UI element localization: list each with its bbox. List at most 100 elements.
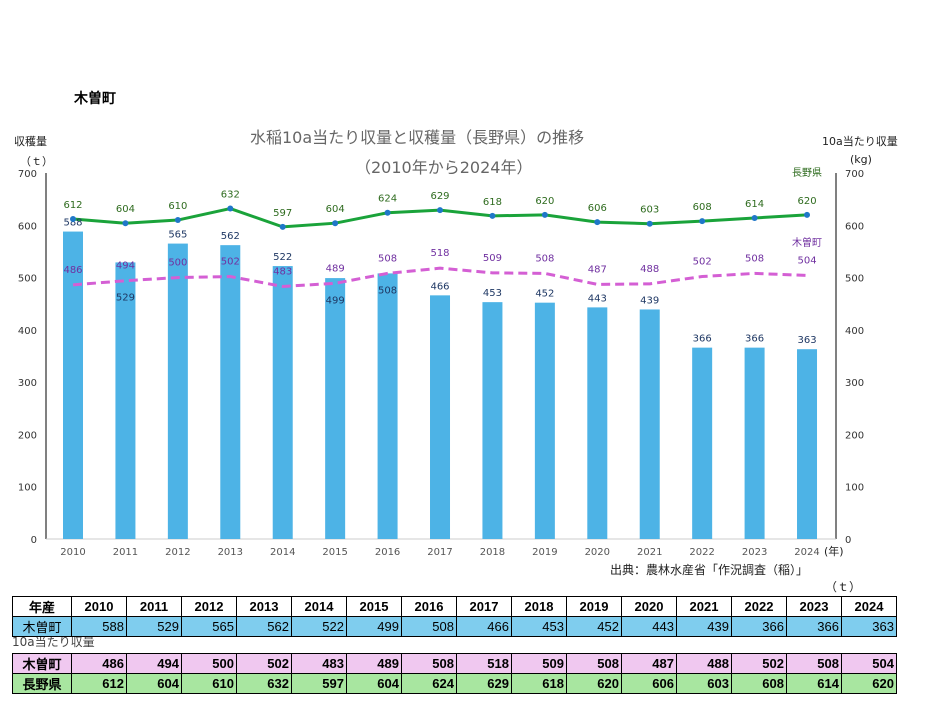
nagano-yield-point	[332, 220, 339, 227]
nagano-yield-label: 620	[797, 196, 816, 207]
kiso-yield-cell: 502	[731, 653, 787, 674]
bar-data-label: 499	[326, 295, 345, 306]
nagano-yield-label: 618	[483, 197, 502, 208]
harvest-cell: 565	[181, 616, 237, 637]
year-header-cell: 2014	[291, 596, 347, 617]
bar-data-label: 452	[535, 289, 554, 300]
town-name: 木曽町	[74, 91, 116, 107]
harvest-cell: 466	[456, 616, 512, 637]
nagano-yield-label: 603	[640, 205, 659, 216]
left-axis-unit: （ｔ）	[20, 155, 53, 168]
right-tick-label: 300	[845, 378, 864, 389]
year-header-cell: 2012	[181, 596, 237, 617]
right-axis-unit: (kg)	[850, 153, 872, 166]
nagano-yield-cell: 603	[676, 673, 732, 694]
bar-data-label: 466	[430, 281, 449, 292]
nagano-yield-point	[594, 219, 601, 226]
x-tick-label: 2011	[113, 547, 138, 558]
x-tick-label: 2020	[585, 547, 610, 558]
x-tick-label: 2013	[218, 547, 243, 558]
harvest-cell: 366	[731, 616, 787, 637]
right-tick-label: 600	[845, 221, 864, 232]
kiso-yield-cell: 508	[401, 653, 457, 674]
harvest-cell: 529	[126, 616, 182, 637]
kiso-yield-label: 494	[116, 261, 135, 272]
year-header-cell: 2021	[676, 596, 732, 617]
yield-table: 木曽町 486 494 500 502 483 489 508 518 509 508 487 488 5…	[12, 653, 897, 694]
nagano-yield-point	[384, 209, 391, 216]
bar-kiso-harvest	[587, 307, 608, 539]
bar-data-label: 562	[221, 231, 240, 242]
bar-kiso-harvest	[482, 302, 503, 539]
nagano-yield-label: 606	[588, 203, 607, 214]
nagano-yield-point	[646, 220, 653, 227]
x-tick-label: 2010	[60, 547, 85, 558]
nagano-yield-label: 604	[326, 204, 345, 215]
left-tick-label: 400	[18, 326, 37, 337]
kiso-yield-cell: 509	[511, 653, 567, 674]
bar-data-label: 588	[63, 218, 82, 229]
bar-kiso-harvest	[325, 278, 346, 539]
year-header-cell: 2018	[511, 596, 567, 617]
nagano-yield-label: 624	[378, 194, 397, 205]
kiso-yield-cell: 494	[126, 653, 182, 674]
year-header-cell: 2023	[786, 596, 842, 617]
nagano-yield-point	[279, 223, 286, 230]
nagano-yield-point	[174, 217, 181, 224]
bar-kiso-harvest	[167, 243, 188, 540]
bar-kiso-harvest	[272, 266, 293, 539]
kiso-yield-label: 489	[326, 263, 345, 274]
kiso-yield-label: 518	[430, 248, 449, 259]
nagano-yield-label: 620	[535, 196, 554, 207]
x-tick-label: 2021	[637, 547, 662, 558]
kiso-yield-label: 487	[588, 264, 607, 275]
bar-kiso-harvest	[63, 231, 83, 539]
kiso-yield-label: 508	[745, 253, 764, 264]
nagano-yield-cell: 614	[786, 673, 842, 694]
year-header-cell: 2010	[71, 596, 127, 617]
bar-kiso-harvest	[377, 273, 398, 539]
line-kiso-yield	[72, 266, 808, 288]
year-header-cell: 2015	[346, 596, 402, 617]
nagano-yield-label: 610	[168, 201, 187, 212]
legend-kiso: 木曽町	[792, 236, 822, 249]
table-unit: （ｔ）	[825, 580, 862, 594]
x-tick-label: 2016	[375, 547, 400, 558]
x-tick-label: 2022	[689, 547, 714, 558]
year-header-cell: 2013	[236, 596, 292, 617]
bar-kiso-harvest	[220, 245, 241, 539]
nagano-yield-label: 629	[430, 191, 449, 202]
kiso-yield-cell: 502	[236, 653, 292, 674]
nagano-yield-point	[489, 212, 496, 219]
x-tick-label: 2017	[427, 547, 452, 558]
year-header-cell: 2019	[566, 596, 622, 617]
year-header-cell: 2024	[841, 596, 897, 617]
yield-caption: 10a当たり収量	[12, 635, 95, 649]
right-tick-label: 100	[845, 483, 864, 494]
yield-row-label-nagano: 長野県	[12, 673, 72, 694]
nagano-yield-point	[699, 218, 706, 225]
right-tick-label: 400	[845, 326, 864, 337]
bar-data-label: 363	[797, 335, 816, 346]
nagano-yield-cell: 597	[291, 673, 347, 694]
harvest-cell: 366	[786, 616, 842, 637]
harvest-cell: 439	[676, 616, 732, 637]
yield-row-label-kiso: 木曽町	[12, 653, 72, 674]
right-tick-label: 700	[845, 169, 864, 180]
kiso-yield-label: 504	[797, 255, 816, 266]
nagano-yield-cell: 620	[566, 673, 622, 694]
header-label: 年産	[12, 596, 72, 617]
harvest-cell: 562	[236, 616, 292, 637]
kiso-yield-label: 502	[221, 257, 240, 268]
bar-data-label: 529	[116, 293, 135, 304]
nagano-yield-label: 597	[273, 208, 292, 219]
x-axis-unit: (年)	[824, 545, 844, 558]
bar-kiso-harvest	[430, 295, 451, 539]
nagano-yield-cell: 632	[236, 673, 292, 694]
nagano-yield-point	[70, 216, 76, 223]
kiso-yield-label: 483	[273, 266, 292, 277]
harvest-cell: 453	[511, 616, 567, 637]
left-tick-label: 300	[18, 378, 37, 389]
nagano-yield-label: 614	[745, 199, 764, 210]
